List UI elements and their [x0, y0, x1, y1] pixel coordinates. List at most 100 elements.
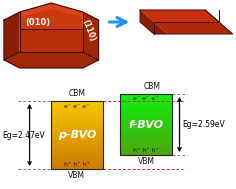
Bar	[51, 106, 103, 107]
Bar	[120, 137, 172, 138]
Bar	[120, 130, 172, 131]
Text: e⁻ e⁻ e⁻: e⁻ e⁻ e⁻	[64, 104, 90, 108]
Bar	[51, 108, 103, 109]
Bar	[120, 127, 172, 128]
Bar	[120, 125, 172, 126]
Bar	[120, 136, 172, 137]
Bar	[120, 102, 172, 103]
Bar	[51, 101, 103, 102]
Polygon shape	[4, 12, 20, 60]
Polygon shape	[4, 52, 99, 68]
Bar	[51, 104, 103, 105]
Bar	[51, 131, 103, 132]
Bar	[120, 154, 172, 155]
Bar	[51, 137, 103, 138]
Bar	[51, 150, 103, 151]
Bar	[51, 145, 103, 146]
Bar	[120, 111, 172, 112]
Bar	[120, 109, 172, 110]
Bar	[120, 147, 172, 148]
Bar	[120, 94, 172, 155]
Bar	[51, 124, 103, 125]
Bar	[51, 135, 103, 136]
Text: h⁺ h⁺ h⁺: h⁺ h⁺ h⁺	[133, 147, 159, 153]
Polygon shape	[20, 29, 83, 52]
Bar	[51, 127, 103, 128]
Bar	[51, 165, 103, 166]
Text: e⁻ e⁻ e⁻: e⁻ e⁻ e⁻	[133, 97, 159, 101]
Bar	[120, 124, 172, 125]
Bar	[120, 132, 172, 133]
Bar	[51, 155, 103, 156]
Bar	[51, 147, 103, 148]
Text: f-BVO: f-BVO	[128, 119, 164, 129]
Bar	[120, 128, 172, 129]
Bar	[120, 146, 172, 147]
Bar	[51, 143, 103, 144]
Bar	[120, 151, 172, 152]
Bar	[120, 121, 172, 122]
Bar	[120, 126, 172, 127]
Bar	[51, 114, 103, 115]
Text: VBM: VBM	[138, 157, 155, 166]
Bar	[51, 168, 103, 169]
Bar	[51, 128, 103, 129]
Bar	[120, 103, 172, 104]
Bar	[120, 104, 172, 105]
Bar	[51, 161, 103, 162]
Bar	[51, 109, 103, 110]
Bar	[51, 134, 103, 135]
Bar	[51, 123, 103, 124]
Bar	[120, 122, 172, 123]
Bar	[120, 142, 172, 143]
Bar	[120, 99, 172, 100]
Text: CBM: CBM	[143, 82, 160, 91]
Bar	[120, 100, 172, 101]
Bar	[120, 117, 172, 118]
Bar	[51, 107, 103, 108]
Bar	[51, 132, 103, 133]
Bar	[120, 135, 172, 136]
Bar	[51, 157, 103, 158]
Bar	[51, 103, 103, 104]
Bar	[51, 112, 103, 113]
Bar	[120, 116, 172, 117]
Polygon shape	[83, 12, 99, 60]
Bar	[120, 143, 172, 144]
Bar	[51, 156, 103, 157]
Bar	[51, 126, 103, 127]
Bar	[120, 144, 172, 145]
Text: p-BVO: p-BVO	[58, 130, 96, 140]
Bar	[51, 117, 103, 118]
Bar	[51, 153, 103, 154]
Bar	[51, 111, 103, 112]
Bar	[51, 138, 103, 139]
Bar	[120, 133, 172, 134]
Bar	[51, 142, 103, 143]
Bar	[120, 138, 172, 139]
Bar	[51, 163, 103, 164]
Bar	[51, 119, 103, 120]
Bar	[120, 97, 172, 98]
Bar	[120, 141, 172, 142]
Bar	[120, 101, 172, 102]
Bar	[51, 130, 103, 131]
Bar	[120, 152, 172, 153]
Bar	[51, 133, 103, 134]
Bar	[120, 110, 172, 111]
Bar	[51, 154, 103, 155]
Bar	[51, 144, 103, 145]
Bar	[120, 153, 172, 154]
Bar	[51, 146, 103, 147]
Polygon shape	[20, 3, 83, 36]
Bar	[120, 98, 172, 99]
Text: (110): (110)	[81, 18, 97, 42]
Bar	[51, 160, 103, 161]
Polygon shape	[154, 22, 233, 34]
Bar	[120, 96, 172, 97]
Bar	[120, 150, 172, 151]
Bar	[120, 123, 172, 124]
Bar	[120, 108, 172, 109]
Bar	[51, 136, 103, 137]
Bar	[51, 159, 103, 160]
